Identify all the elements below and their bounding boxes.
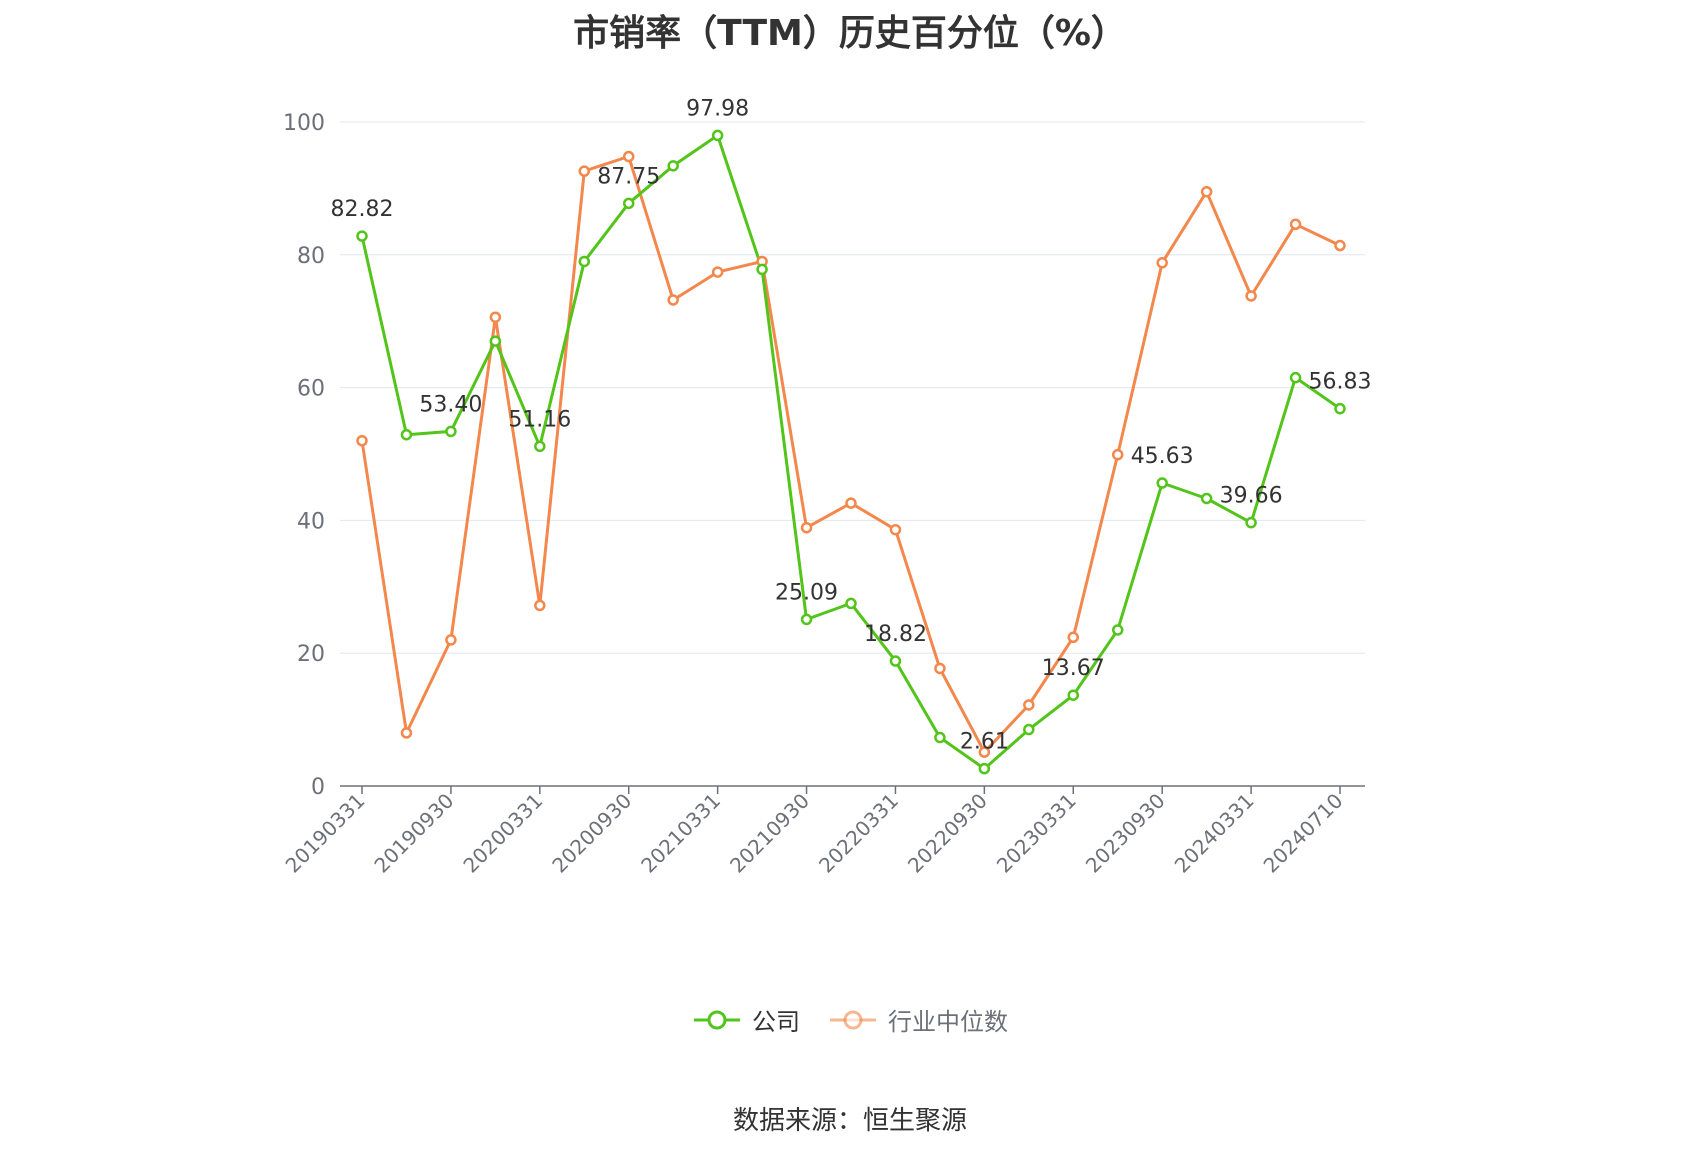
x-tick-label: 20200930 (547, 789, 636, 878)
legend-label-industry: 行业中位数 (888, 1008, 1008, 1036)
company-point (934, 731, 946, 744)
company-data-label: 87.75 (597, 164, 660, 189)
y-tick-label: 20 (297, 642, 325, 667)
x-tick-label: 20210331 (636, 789, 725, 878)
industry-point (1023, 699, 1035, 711)
x-tick-label: 20190331 (281, 789, 370, 878)
data-source: 数据来源：恒生聚源 (732, 1106, 967, 1136)
industry-point (578, 165, 591, 177)
legend-item-industry[interactable]: 行业中位数 (828, 1002, 1008, 1037)
company-data-label: 51.16 (508, 407, 571, 432)
company-data-label: 45.63 (1131, 444, 1194, 469)
company-point (1111, 624, 1124, 636)
industry-point (1200, 185, 1213, 198)
company-data-label: 39.66 (1220, 484, 1283, 509)
industry-point (667, 294, 679, 306)
company-point (1245, 516, 1257, 529)
company-data-label: 18.82 (864, 622, 927, 647)
y-tick-label: 40 (297, 509, 325, 534)
y-tick-label: 0 (311, 775, 325, 800)
x-tick-label: 20220930 (903, 789, 992, 878)
industry-point (1289, 218, 1302, 231)
industry-point (978, 746, 991, 758)
industry-point (489, 311, 502, 323)
company-data-label: 97.98 (686, 96, 749, 121)
company-point (1156, 477, 1168, 489)
industry-point (1245, 290, 1257, 302)
industry-point (356, 434, 368, 447)
industry-point (1111, 448, 1124, 461)
y-axis-ticks: 0 20 40 60 80 100 (283, 111, 325, 800)
company-point (356, 230, 368, 242)
x-tick-label: 20200331 (458, 789, 547, 878)
company-point (711, 129, 724, 142)
industry-point (534, 599, 546, 612)
industry-point (445, 634, 457, 646)
legend-label-company: 公司 (752, 1008, 800, 1036)
company-point (667, 160, 679, 172)
x-tick-label: 20230331 (992, 789, 1081, 878)
company-point (1289, 371, 1302, 384)
company-point (1200, 492, 1213, 505)
company-point (1334, 402, 1346, 415)
industry-point (1067, 631, 1080, 644)
industry-point (711, 266, 724, 278)
industry-legend-icon (830, 1010, 876, 1029)
series-points (356, 129, 1346, 775)
chart-title: 市销率（TTM）历史百分位（%） (573, 13, 1127, 54)
company-point (489, 335, 502, 347)
industry-point (800, 521, 813, 534)
industry-point (889, 523, 902, 536)
industry-point (934, 662, 946, 675)
industry-point (400, 727, 413, 739)
company-point (889, 655, 902, 667)
x-tick-label: 20240331 (1170, 789, 1259, 878)
industry-point (622, 150, 635, 163)
company-data-label: 2.61 (960, 730, 1009, 755)
company-point (622, 197, 635, 210)
x-tick-label: 20220331 (814, 789, 903, 878)
legend-item-company[interactable]: 公司 (692, 1002, 800, 1037)
legend: 公司 行业中位数 (0, 1002, 1700, 1037)
company-point (400, 428, 413, 441)
y-tick-label: 60 (297, 377, 325, 402)
company-point (1067, 689, 1080, 701)
company-point (978, 762, 991, 775)
x-axis: 20190331 20190930 20200331 20200930 20210331… (281, 785, 1365, 878)
company-data-label: 53.40 (419, 392, 482, 417)
industry-point (845, 497, 857, 509)
company-data-label: 82.82 (331, 197, 394, 222)
industry-point (1156, 257, 1168, 269)
data-labels: 82.82 53.40 51.16 87.75 97.98 25.09 18.82 2.61 1… (331, 96, 1372, 754)
company-point (534, 440, 546, 453)
grid-lines (340, 121, 1365, 654)
company-point (445, 425, 457, 438)
company-data-label: 56.83 (1309, 370, 1372, 395)
x-tick-label: 20230930 (1081, 789, 1170, 878)
company-point (756, 263, 768, 276)
y-tick-label: 100 (283, 111, 325, 136)
x-tick-label: 20240710 (1259, 789, 1348, 878)
company-point (578, 255, 591, 268)
x-tick-label: 20190930 (369, 789, 458, 878)
company-data-label: 25.09 (775, 580, 838, 605)
x-tick-label: 20210930 (725, 789, 814, 878)
company-legend-icon (694, 1010, 740, 1029)
y-tick-label: 80 (297, 244, 325, 269)
industry-point (1334, 239, 1346, 252)
company-point (1023, 723, 1035, 736)
company-point (845, 597, 857, 610)
company-data-label: 13.67 (1042, 656, 1105, 681)
company-point (800, 613, 813, 626)
